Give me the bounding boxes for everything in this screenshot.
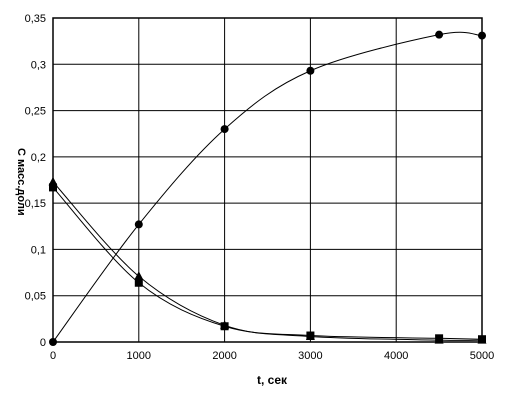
square-marker — [49, 183, 57, 192]
markers-group — [48, 30, 487, 346]
series-line-2 — [52, 187, 483, 340]
plot-frame — [52, 17, 483, 343]
y-tick-label: 0,05 — [25, 291, 46, 303]
triangle-marker — [305, 331, 315, 340]
y-tick-label: 0,3 — [31, 59, 46, 71]
y-axis-label: С масс.доли — [15, 148, 27, 216]
y-tick-labels: 0 0,05 0,1 0,15 0,2 0,25 0,3 0,35 — [25, 13, 46, 349]
x-tick-label: 5000 — [470, 350, 494, 362]
circle-marker — [435, 30, 444, 39]
y-tick-label: 0,15 — [25, 198, 46, 210]
x-tick-label: 0 — [50, 350, 56, 362]
triangle-marker — [134, 271, 144, 280]
circle-marker — [478, 31, 486, 40]
circle-marker — [220, 125, 229, 134]
circle-marker — [306, 66, 315, 75]
x-tick-label: 1000 — [127, 350, 151, 362]
triangle-marker — [477, 335, 487, 344]
circle-marker — [134, 220, 143, 229]
x-axis-label: t, сек — [257, 373, 288, 387]
square-marker — [134, 278, 143, 287]
y-tick-label: 0 — [40, 337, 46, 349]
x-tick-label: 4000 — [384, 350, 408, 362]
plot-border — [52, 17, 483, 343]
y-tick-label: 0,2 — [31, 152, 46, 164]
x-tick-label: 2000 — [212, 350, 236, 362]
y-tick-label: 0,25 — [25, 106, 46, 118]
y-tick-label: 0,35 — [25, 13, 46, 25]
triangle-marker — [48, 176, 58, 186]
x-tick-labels: 0 1000 2000 3000 4000 5000 — [50, 350, 494, 362]
y-tick-label: 0,1 — [31, 244, 46, 256]
triangle-marker — [220, 320, 230, 329]
series-line-3 — [52, 181, 483, 341]
grid-lines — [52, 17, 483, 343]
circle-marker — [49, 338, 57, 346]
triangle-marker — [434, 335, 444, 344]
x-tick-label: 3000 — [298, 350, 322, 362]
